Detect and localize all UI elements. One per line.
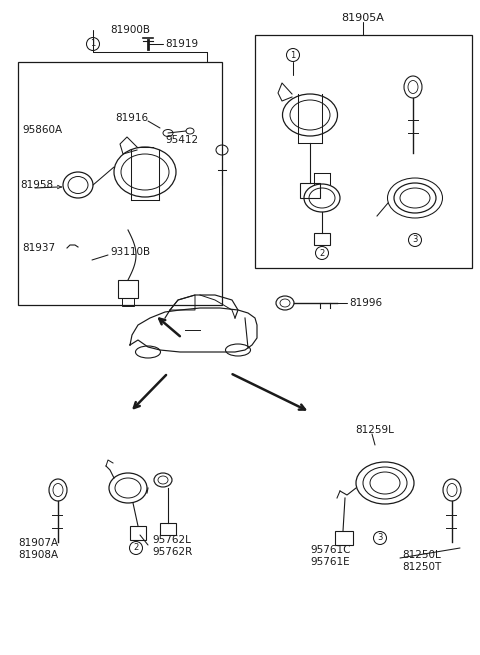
Text: 81958: 81958 — [20, 180, 53, 190]
Text: 81916: 81916 — [115, 113, 148, 123]
Text: 3: 3 — [412, 236, 418, 244]
Text: 81905A: 81905A — [342, 13, 384, 23]
Text: 81908A: 81908A — [18, 550, 58, 560]
Text: 2: 2 — [319, 248, 324, 257]
Text: 81259L: 81259L — [355, 425, 394, 435]
Text: 81919: 81919 — [165, 39, 198, 49]
Bar — [255, 35, 472, 268]
Bar — [160, 523, 176, 535]
Text: 93110B: 93110B — [110, 247, 150, 257]
Text: 95761C: 95761C — [310, 545, 350, 555]
Text: 95762L: 95762L — [152, 535, 191, 545]
Text: 81250T: 81250T — [402, 562, 441, 572]
Text: 81937: 81937 — [22, 243, 55, 253]
Text: 81907A: 81907A — [18, 538, 58, 548]
Text: 3: 3 — [377, 534, 383, 542]
Text: 95761E: 95761E — [310, 557, 349, 567]
Text: 81900B: 81900B — [110, 25, 150, 35]
Bar — [18, 62, 222, 305]
Bar — [300, 183, 320, 198]
Bar — [122, 298, 134, 306]
Bar — [130, 526, 146, 540]
Text: 1: 1 — [90, 39, 96, 48]
Text: 1: 1 — [290, 50, 296, 60]
Text: 95860A: 95860A — [22, 125, 62, 135]
Bar — [118, 280, 138, 298]
Text: 81250L: 81250L — [402, 550, 441, 560]
Text: 2: 2 — [133, 544, 139, 553]
Bar — [335, 531, 353, 545]
Bar — [314, 233, 330, 245]
Text: 95762R: 95762R — [152, 547, 192, 557]
Text: 81996: 81996 — [349, 298, 382, 308]
Text: 95412: 95412 — [165, 135, 198, 145]
